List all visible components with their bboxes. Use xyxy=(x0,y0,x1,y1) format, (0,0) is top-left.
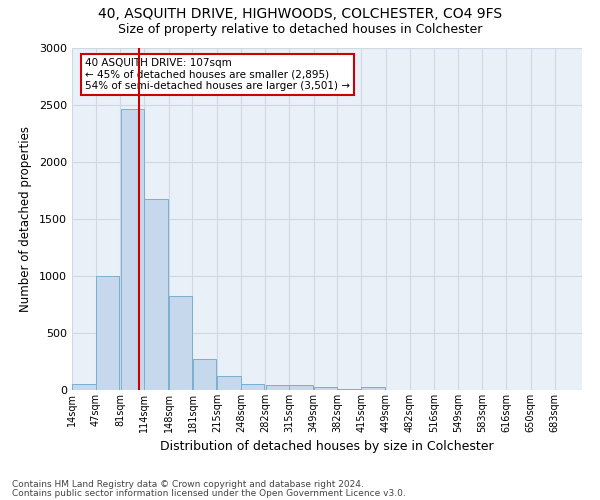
Bar xyxy=(338,389,361,390)
Bar xyxy=(72,384,95,390)
Bar xyxy=(193,359,216,390)
Bar xyxy=(217,376,241,390)
Text: Contains HM Land Registry data © Crown copyright and database right 2024.: Contains HM Land Registry data © Crown c… xyxy=(12,480,364,489)
Bar xyxy=(314,386,337,390)
Bar xyxy=(145,200,168,390)
Text: Contains public sector information licensed under the Open Government Licence v3: Contains public sector information licen… xyxy=(12,488,406,498)
Text: 40, ASQUITH DRIVE, HIGHWOODS, COLCHESTER, CO4 9FS: 40, ASQUITH DRIVE, HIGHWOODS, COLCHESTER… xyxy=(98,8,502,22)
X-axis label: Distribution of detached houses by size in Colchester: Distribution of detached houses by size … xyxy=(160,440,494,454)
Bar xyxy=(96,276,119,390)
Text: 40 ASQUITH DRIVE: 107sqm
← 45% of detached houses are smaller (2,895)
54% of sem: 40 ASQUITH DRIVE: 107sqm ← 45% of detach… xyxy=(85,58,350,91)
Bar xyxy=(289,386,313,390)
Y-axis label: Number of detached properties: Number of detached properties xyxy=(19,126,32,312)
Bar xyxy=(241,384,265,390)
Text: Size of property relative to detached houses in Colchester: Size of property relative to detached ho… xyxy=(118,22,482,36)
Bar xyxy=(121,109,144,390)
Bar xyxy=(361,386,385,390)
Bar xyxy=(266,386,289,390)
Bar xyxy=(169,296,192,390)
